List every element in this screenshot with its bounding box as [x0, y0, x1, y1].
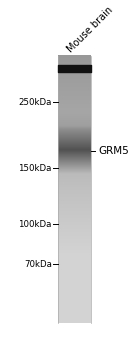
Text: 150kDa: 150kDa — [18, 163, 52, 173]
Text: Mouse brain: Mouse brain — [66, 4, 115, 54]
Text: GRM5: GRM5 — [98, 146, 129, 156]
Text: 70kDa: 70kDa — [24, 260, 52, 269]
Text: 250kDa: 250kDa — [18, 98, 52, 107]
Text: 100kDa: 100kDa — [18, 220, 52, 229]
